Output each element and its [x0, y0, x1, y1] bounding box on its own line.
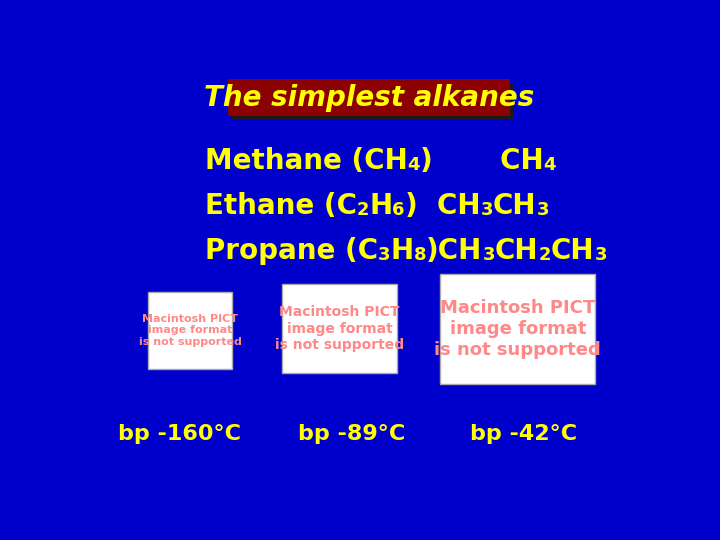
- Text: CH: CH: [551, 237, 594, 265]
- Text: Macintosh PICT
image format
is not supported: Macintosh PICT image format is not suppo…: [434, 300, 601, 359]
- Text: Macintosh PICT
image format
is not supported: Macintosh PICT image format is not suppo…: [138, 314, 241, 347]
- FancyBboxPatch shape: [231, 83, 514, 119]
- Text: )  CH: ) CH: [405, 192, 480, 220]
- Text: H: H: [390, 237, 413, 265]
- Text: Methane (CH: Methane (CH: [204, 147, 408, 175]
- Text: )CH: )CH: [426, 237, 482, 265]
- Text: H: H: [369, 192, 392, 220]
- Text: CH: CH: [495, 237, 539, 265]
- FancyBboxPatch shape: [148, 292, 232, 369]
- FancyBboxPatch shape: [282, 284, 397, 373]
- Text: 4: 4: [408, 156, 420, 174]
- Text: CH: CH: [492, 192, 536, 220]
- Text: 3: 3: [536, 200, 549, 219]
- Text: 2: 2: [539, 246, 551, 264]
- Text: 6: 6: [392, 200, 405, 219]
- Text: 2: 2: [356, 200, 369, 219]
- Text: Propane (C: Propane (C: [204, 237, 378, 265]
- Text: 3: 3: [480, 200, 492, 219]
- Text: bp -160°C: bp -160°C: [117, 424, 240, 444]
- Text: Macintosh PICT
image format
is not supported: Macintosh PICT image format is not suppo…: [275, 305, 404, 352]
- Text: 3: 3: [482, 246, 495, 264]
- FancyBboxPatch shape: [441, 274, 595, 384]
- Text: bp -89°C: bp -89°C: [297, 424, 405, 444]
- Text: )       CH: ) CH: [420, 147, 544, 175]
- FancyBboxPatch shape: [228, 79, 510, 116]
- Text: The simplest alkanes: The simplest alkanes: [204, 84, 534, 112]
- Text: bp -42°C: bp -42°C: [470, 424, 577, 444]
- Text: 4: 4: [544, 156, 556, 174]
- Text: Ethane (C: Ethane (C: [204, 192, 356, 220]
- Text: 3: 3: [378, 246, 390, 264]
- Text: 8: 8: [413, 246, 426, 264]
- Text: 3: 3: [594, 246, 607, 264]
